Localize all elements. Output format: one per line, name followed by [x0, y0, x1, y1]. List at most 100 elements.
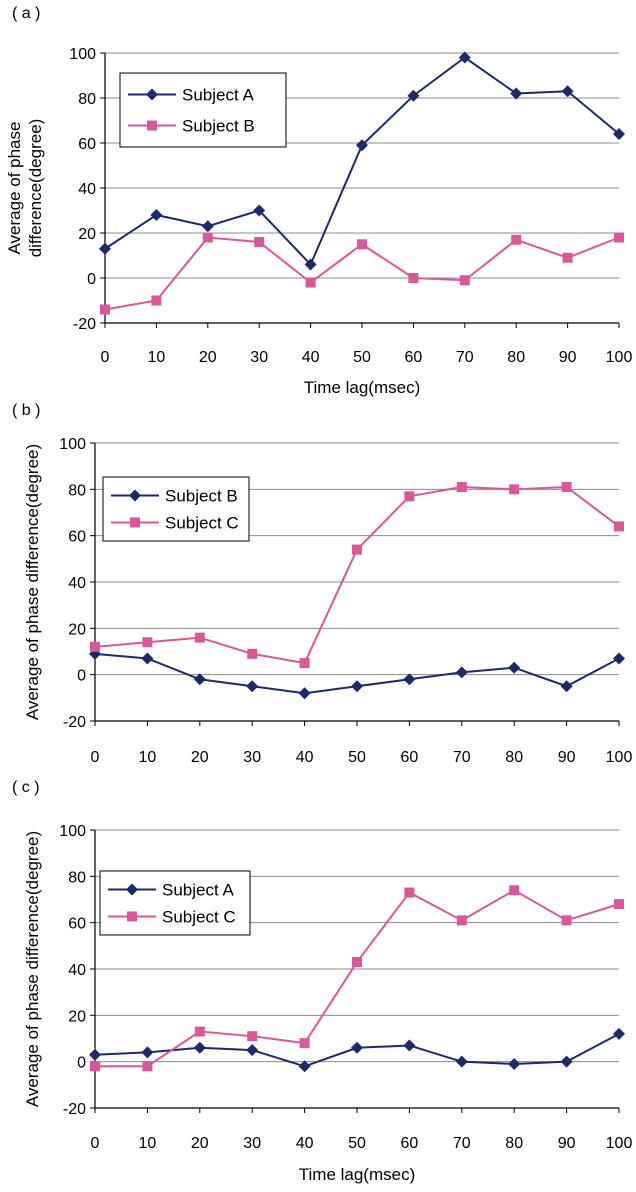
chart-panel-b: ( b ) -20 0 20 40 60 80 100 0 10 20 30 40 50 60 70 80 90…	[0, 400, 636, 796]
legend-label: Subject A	[162, 881, 234, 900]
x-tick-label: 100	[606, 749, 633, 766]
x-tick-label: 20	[191, 1135, 209, 1152]
data-point	[509, 885, 520, 896]
data-point	[351, 1041, 363, 1054]
data-point	[247, 1031, 258, 1042]
y-axis-label: Average of phase difference(degree)	[23, 831, 42, 1107]
data-point	[561, 915, 572, 926]
x-tick-label: 90	[559, 349, 577, 366]
data-point	[404, 887, 415, 898]
legend-box	[102, 476, 250, 542]
x-tick-label: 10	[139, 749, 157, 766]
data-point	[508, 661, 521, 674]
chart-a: -20 0 20 40 60 80 100 0 10 20 30 40 50 60 70 80 90 100 Tim…	[5, 46, 632, 397]
data-point	[403, 1039, 416, 1052]
x-tick-label: 40	[296, 1135, 314, 1152]
data-point	[351, 680, 363, 693]
y-tick-label: 40	[68, 962, 86, 979]
data-point	[356, 139, 368, 152]
data-point	[90, 1061, 100, 1072]
y-tick-label: 100	[59, 436, 86, 453]
legend-label: Subject B	[165, 487, 238, 506]
x-tick-label: 10	[139, 1135, 157, 1152]
panel-label-c: ( c )	[12, 779, 40, 796]
data-point	[253, 204, 266, 217]
data-point	[511, 234, 522, 245]
data-point	[408, 273, 419, 283]
x-tick-label: 60	[401, 749, 419, 766]
x-tick-label: 70	[453, 749, 471, 766]
x-tick-label: 0	[91, 1135, 100, 1152]
x-tick-label: 80	[505, 749, 523, 766]
y-tick-label: 80	[68, 482, 86, 499]
legend-box	[119, 72, 287, 148]
data-point	[202, 232, 213, 243]
x-tick-label: 80	[507, 349, 525, 366]
x-tick-label: 30	[243, 1135, 261, 1152]
data-point	[508, 1057, 521, 1070]
y-tick-label: 100	[59, 823, 86, 840]
data-point	[560, 1055, 573, 1068]
x-tick-label: 30	[250, 349, 268, 366]
y-axis-label: Average of phase	[5, 122, 24, 255]
legend-label: Subject B	[182, 117, 255, 136]
data-point	[561, 482, 572, 493]
y-tick-label: 60	[68, 916, 86, 933]
panel-label-b: ( b )	[12, 402, 41, 419]
y-tick-label: 40	[78, 181, 96, 198]
data-point	[100, 304, 110, 315]
data-point	[613, 128, 625, 140]
data-point	[455, 1055, 468, 1068]
y-tick-label: 100	[69, 46, 96, 63]
panel-label-a: ( a )	[12, 5, 41, 22]
x-tick-label: 10	[148, 349, 166, 366]
legend-box	[99, 870, 251, 936]
data-point	[194, 632, 205, 643]
x-tick-label: 100	[606, 1135, 633, 1152]
x-axis-label: Time lag(msec)	[299, 1165, 416, 1184]
legend-marker	[127, 911, 137, 922]
x-tick-label: 40	[302, 349, 320, 366]
x-tick-label: 50	[353, 349, 371, 366]
x-tick-label: 50	[348, 749, 366, 766]
chart-c: -20 0 20 40 60 80 100 0 10 20 30 40 50 60 70 80 90 100 Tim…	[23, 823, 633, 1184]
data-point	[352, 957, 362, 968]
x-tick-label: 60	[405, 349, 423, 366]
data-point	[151, 295, 162, 306]
x-tick-label: 20	[199, 349, 217, 366]
data-point	[298, 1060, 311, 1073]
data-point	[193, 673, 206, 686]
legend-label: Subject C	[165, 513, 239, 532]
chart-panel-c: ( c ) -20 0 20 40 60 80 100 0 10 20 30 40 50 60 70 80 90…	[0, 778, 636, 1187]
data-point	[141, 652, 154, 665]
data-point	[247, 648, 258, 659]
x-tick-label: 0	[101, 349, 110, 366]
data-point	[142, 1061, 153, 1072]
data-point	[201, 220, 214, 233]
y-tick-label: 80	[68, 869, 86, 886]
x-tick-label: 70	[453, 1135, 471, 1152]
legend-label: Subject A	[182, 85, 254, 104]
data-point	[458, 51, 471, 64]
data-point	[150, 209, 163, 221]
y-tick-label: 0	[77, 668, 86, 685]
legend-marker	[130, 517, 140, 528]
data-point	[246, 1044, 259, 1057]
data-point	[614, 899, 624, 910]
chart-b: -200204060801000102030405060708090100Tim…	[23, 436, 633, 796]
legend-marker	[147, 120, 157, 131]
data-point	[246, 680, 259, 693]
data-point	[357, 239, 367, 250]
x-tick-label: 90	[558, 749, 576, 766]
data-point	[561, 85, 574, 98]
data-point	[89, 1048, 101, 1061]
x-tick-label: 40	[296, 749, 314, 766]
data-point	[299, 658, 310, 669]
data-point	[614, 232, 624, 243]
y-tick-label: 60	[78, 136, 96, 153]
chart-panel-a: ( a ) -20 0 20 40 60 80 100 0 10 20 30 40 50 60 70 80 90…	[0, 0, 636, 400]
data-point	[142, 637, 153, 648]
data-point	[456, 482, 467, 493]
data-point	[298, 687, 311, 700]
data-point	[614, 521, 624, 532]
